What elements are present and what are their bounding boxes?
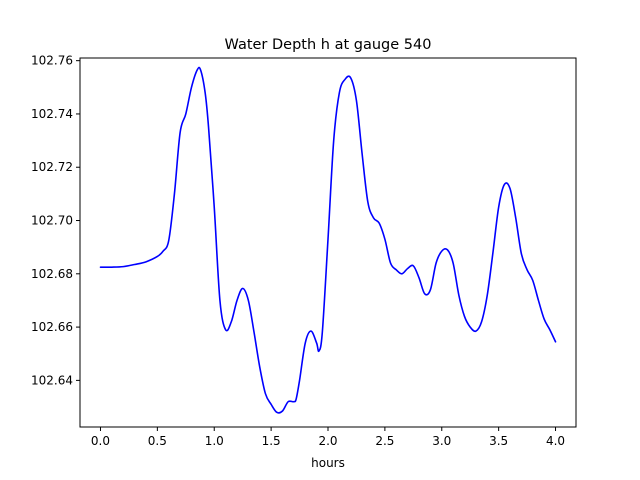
chart-title: Water Depth h at gauge 540: [225, 37, 432, 53]
x-axis-label: hours: [311, 456, 345, 470]
y-tick-label: 102.70: [31, 214, 73, 228]
y-tick-label: 102.68: [31, 267, 73, 281]
series-line-water-depth: [99, 66, 557, 414]
x-tick-label: 3.0: [432, 434, 451, 448]
x-tick-label: 1.5: [262, 434, 281, 448]
x-tick-label: 0.5: [148, 434, 167, 448]
y-tick-label: 102.66: [31, 320, 73, 334]
x-tick-label: 4.0: [546, 434, 565, 448]
x-axis: 0.0 0.5 1.0 1.5 2.0 2.5 3.0 3.5 4.0: [91, 427, 565, 448]
x-tick-label: 1.0: [205, 434, 224, 448]
y-tick-label: 102.76: [31, 54, 73, 68]
x-tick-label: 0.0: [91, 434, 110, 448]
y-tick-label: 102.72: [31, 160, 73, 174]
y-axis: 102.64 102.66 102.68 102.70 102.72 102.74 102.…: [31, 54, 80, 387]
y-tick-label: 102.74: [31, 107, 73, 121]
y-tick-label: 102.64: [31, 373, 73, 387]
x-tick-label: 2.0: [318, 434, 337, 448]
x-tick-label: 3.5: [489, 434, 508, 448]
x-tick-label: 2.5: [375, 434, 394, 448]
